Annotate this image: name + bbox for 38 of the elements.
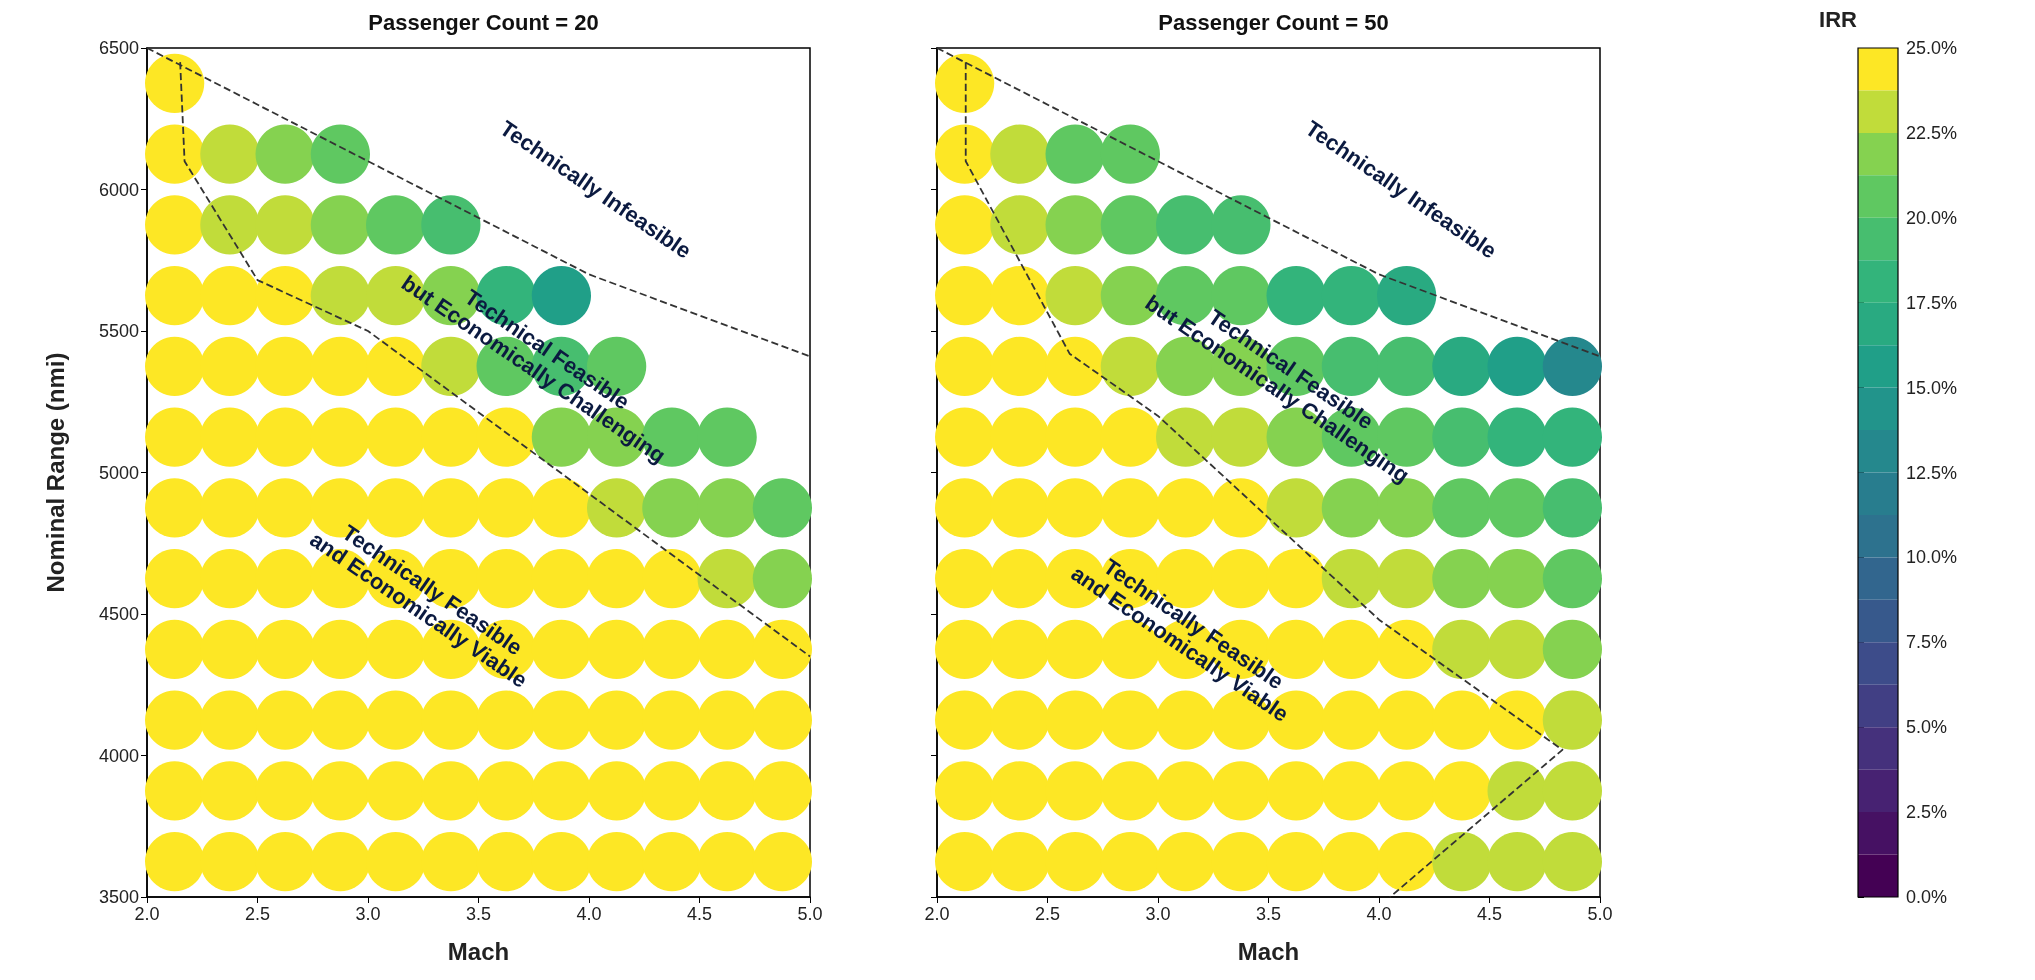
x-tick-label: 4.0 <box>576 904 602 924</box>
color-bar-label: 5.0% <box>1906 717 1948 738</box>
color-bar-label: 12.5% <box>1906 462 1958 483</box>
color-bar-label: 0.0% <box>1906 887 1948 907</box>
x-tick-label: 2.5 <box>244 904 271 924</box>
x-tick-label: 3.0 <box>355 904 381 924</box>
color-bar-label: 7.5% <box>1906 632 1948 653</box>
color-bar-title: IRR <box>1819 6 1858 32</box>
color-bar-label: 15.0% <box>1906 377 1958 398</box>
x-tick-label: 4.0 <box>1366 904 1392 924</box>
color-bar-label: 10.0% <box>1906 547 1958 568</box>
color-bar-label: 17.5% <box>1906 292 1958 313</box>
x-tick-label: 4.5 <box>1476 904 1503 924</box>
color-bar-label: 2.5% <box>1906 802 1948 823</box>
x-tick-label: 2.5 <box>1034 904 1061 924</box>
y-tick-label: 6500 <box>98 38 139 58</box>
y-tick-label: 6000 <box>98 179 139 200</box>
y-tick-label: 3500 <box>98 887 139 907</box>
x-axis-title: Mach <box>447 937 510 965</box>
chart-title: Passenger Count = 50 <box>1158 9 1389 35</box>
x-tick-label: 2.0 <box>134 904 160 924</box>
y-tick-label: 4000 <box>98 745 139 766</box>
y-tick-label: 4500 <box>98 604 139 624</box>
x-tick-label: 3.0 <box>1145 904 1171 924</box>
x-tick-label: 3.5 <box>465 904 492 924</box>
x-tick-label: 5.0 <box>1587 904 1613 924</box>
chart-title: Passenger Count = 20 <box>368 9 599 35</box>
x-tick-label: 3.5 <box>1255 904 1282 924</box>
y-tick-label: 5500 <box>98 321 139 341</box>
x-tick-label: 4.5 <box>686 904 713 924</box>
y-axis-title: Nominal Range (nmi) <box>41 352 69 593</box>
color-bar-label: 25.0% <box>1906 38 1958 58</box>
color-bar-label: 22.5% <box>1906 122 1958 143</box>
color-bar-label: 20.0% <box>1906 207 1958 228</box>
y-tick-label: 5000 <box>98 462 139 483</box>
x-axis-title: Mach <box>1237 937 1300 965</box>
x-tick-label: 5.0 <box>797 904 823 924</box>
x-tick-label: 2.0 <box>924 904 950 924</box>
